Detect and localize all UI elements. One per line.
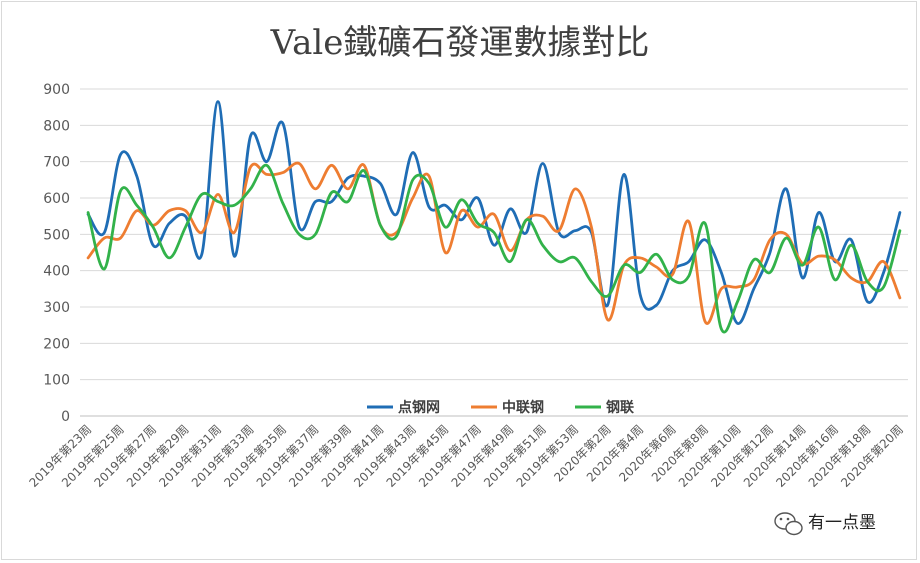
y-tick-label: 700 xyxy=(43,155,70,171)
legend: 点钢网 中联钢 钢联 xyxy=(367,399,635,416)
y-tick-label: 400 xyxy=(43,264,70,280)
series-line-1 xyxy=(86,100,902,325)
x-axis: 2019年第23周2019年第25周2019年第27周2019年第29周2019… xyxy=(26,422,906,490)
watermark-text: 有一点墨 xyxy=(808,513,876,533)
watermark: 有一点墨 xyxy=(774,512,876,536)
y-tick-label: 900 xyxy=(43,82,70,98)
y-tick-label: 800 xyxy=(43,118,70,134)
grid-lines xyxy=(80,88,908,417)
y-tick-label: 100 xyxy=(43,373,70,389)
y-tick-label: 200 xyxy=(43,336,70,352)
y-axis: 0 100 200 300 400 500 600 700 800 900 xyxy=(43,82,70,425)
series-line-2 xyxy=(86,161,902,325)
legend-label: 点钢网 xyxy=(398,399,440,416)
chart-title: Vale鐵礦石發運數據對比 xyxy=(270,23,650,63)
legend-label: 中联钢 xyxy=(502,399,544,416)
y-tick-label: 600 xyxy=(43,191,70,207)
series-layer xyxy=(86,100,902,334)
y-tick-label: 500 xyxy=(43,227,70,243)
wechat-icon xyxy=(774,512,803,536)
y-tick-label: 300 xyxy=(43,300,70,316)
y-tick-label: 0 xyxy=(61,409,70,425)
legend-label: 钢联 xyxy=(606,399,635,416)
series-line-3 xyxy=(86,163,902,334)
